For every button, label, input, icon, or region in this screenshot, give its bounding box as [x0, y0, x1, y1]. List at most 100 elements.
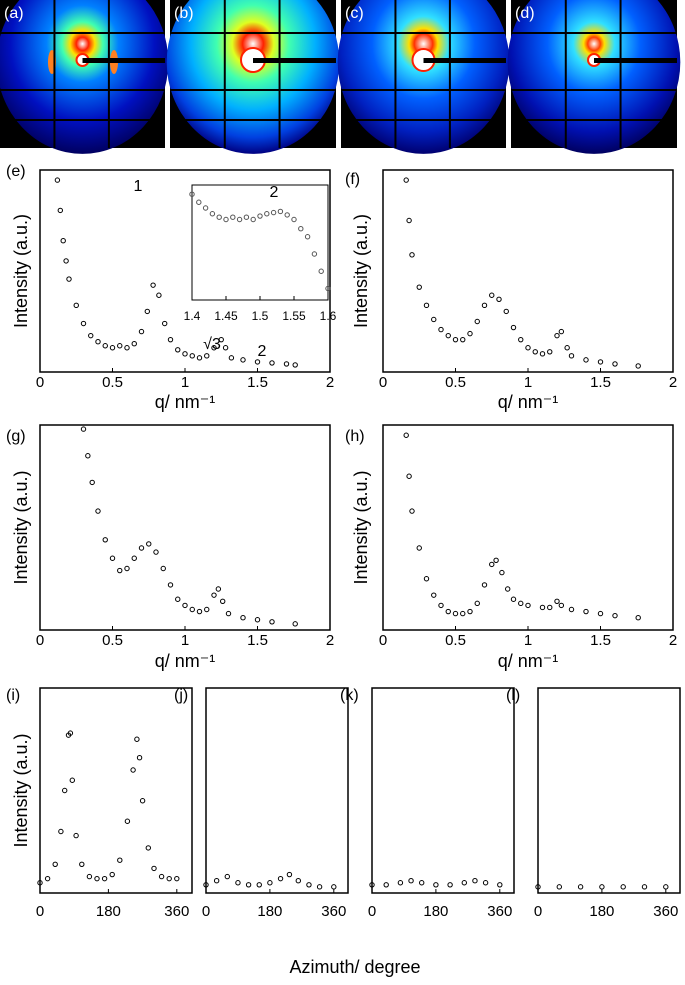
inset-label: 2	[270, 184, 279, 201]
chart: 0 180 360 (l)	[506, 687, 681, 920]
data-point	[493, 557, 499, 563]
panel-label: (e)	[6, 163, 26, 180]
x-tick-label: 360	[321, 903, 346, 920]
data-point	[174, 875, 180, 882]
data-point	[438, 326, 444, 333]
detector	[337, 0, 510, 154]
data-point	[146, 541, 152, 547]
saxs-image: (d)	[507, 0, 681, 154]
data-point	[416, 284, 422, 290]
data-point	[102, 343, 108, 349]
data-point	[209, 211, 216, 217]
data-point	[311, 251, 318, 257]
data-point	[158, 873, 165, 880]
data-point	[403, 432, 409, 438]
x-tick-label: 180	[589, 903, 614, 920]
data-point	[102, 537, 108, 543]
data-point	[86, 873, 93, 880]
data-point	[568, 606, 575, 613]
image-label: (b)	[174, 5, 194, 22]
chart: 0 0.5 1 1.5 2 (f) q/ nm⁻¹ Intensity (a.u.)	[345, 169, 677, 412]
data-point	[474, 600, 480, 607]
x-tick-label: 0	[36, 632, 44, 649]
data-point	[150, 282, 156, 288]
data-point	[117, 343, 123, 349]
data-point	[489, 292, 495, 298]
x-axis-label: q/ nm⁻¹	[498, 392, 559, 412]
data-point	[306, 882, 312, 888]
data-point	[406, 473, 412, 479]
data-point	[89, 479, 95, 486]
data-point	[283, 361, 290, 367]
x-tick-label: 1	[524, 374, 532, 391]
chart: 0 180 360 (i) Intensity (a.u.)	[6, 687, 193, 920]
data-point	[196, 355, 203, 361]
data-point	[583, 357, 589, 363]
data-point	[460, 336, 466, 343]
x-tick-label: 2	[326, 632, 334, 649]
data-point	[57, 207, 63, 214]
data-point	[204, 353, 210, 359]
data-point	[117, 857, 123, 863]
data-point	[69, 777, 76, 783]
data-point	[503, 308, 509, 315]
data-point	[196, 199, 202, 205]
plot-frame	[39, 424, 331, 631]
data-point	[243, 214, 250, 220]
data-point	[151, 865, 157, 872]
data-point	[124, 345, 130, 351]
data-point	[196, 608, 203, 615]
x-tick-label: 2	[326, 374, 334, 391]
data-point	[663, 884, 669, 890]
data-point	[267, 880, 273, 886]
data-point	[189, 191, 195, 197]
data-point	[304, 234, 311, 240]
panel-label: (h)	[345, 428, 365, 445]
data-point	[66, 276, 72, 282]
x-tick-label: 0	[379, 632, 387, 649]
data-point	[79, 861, 85, 867]
data-point	[138, 545, 145, 551]
chart: 0 180 360 (k)	[340, 687, 515, 920]
data-point	[240, 357, 246, 363]
data-point	[286, 871, 293, 878]
x-tick-label: 1.5	[247, 632, 268, 649]
data-point	[189, 606, 195, 613]
beam-stop	[423, 58, 506, 63]
data-point	[497, 882, 503, 888]
plot-frame	[205, 687, 349, 894]
data-point	[408, 878, 414, 884]
x-tick-label: 1.45	[214, 309, 238, 323]
data-point	[230, 214, 236, 220]
x-tick-label: 1.4	[184, 309, 201, 323]
x-tick-label: 0.5	[445, 374, 466, 391]
data-point	[167, 336, 174, 343]
data-point	[577, 884, 584, 890]
data-point	[318, 268, 324, 274]
data-point	[532, 349, 538, 355]
data-point	[558, 602, 565, 609]
data-point	[397, 880, 404, 886]
data-point	[139, 798, 146, 804]
data-point	[175, 596, 181, 602]
annotation: 2	[258, 343, 267, 360]
x-tick-label: 0.5	[445, 632, 466, 649]
data-point	[510, 324, 517, 331]
x-axis-label: q/ nm⁻¹	[498, 651, 559, 671]
shared-x-axis-label: Azimuth/ degree	[289, 957, 420, 977]
chart: 0 0.5 1 1.5 2 (g) q/ nm⁻¹ Intensity (a.u.)	[6, 424, 334, 671]
data-point	[162, 320, 168, 327]
plot-frame	[537, 687, 681, 894]
data-point	[423, 302, 430, 309]
x-tick-label: 1.5	[590, 374, 611, 391]
data-point	[61, 787, 68, 794]
data-point	[292, 621, 298, 627]
data-point	[431, 592, 437, 598]
plot-frame	[39, 169, 331, 373]
data-point	[166, 875, 172, 882]
x-tick-label: 360	[653, 903, 678, 920]
data-point	[383, 882, 389, 888]
detector	[0, 0, 169, 154]
